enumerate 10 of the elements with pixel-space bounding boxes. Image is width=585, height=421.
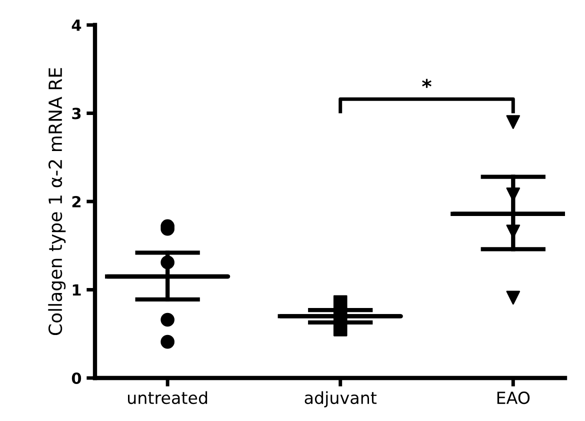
y-tick-label: 0	[72, 372, 82, 384]
y-tick-label: 2	[72, 196, 80, 208]
x-tick-label: untreated	[128, 391, 208, 404]
x-tick-label: EAO	[497, 391, 530, 404]
y-tick-label: 4	[72, 20, 82, 31]
y-axis-title: Collagen type 1 α-2 mRNA RE	[48, 68, 66, 336]
x-tick-label: adjuvant	[304, 391, 377, 408]
annotation: *	[422, 78, 432, 88]
y-tick-label: 3	[72, 108, 81, 120]
y-tick-label: 1	[72, 284, 81, 296]
